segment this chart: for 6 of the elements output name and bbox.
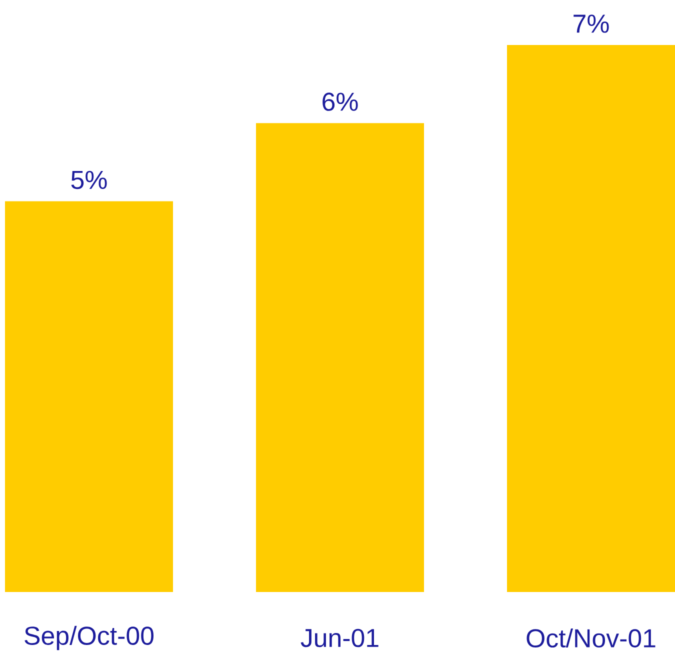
x-tick-label: Sep/Oct-00	[24, 626, 154, 650]
data-label: 5%	[71, 170, 107, 190]
x-tick-label: Jun-01	[300, 628, 378, 648]
x-tick-label: Oct/Nov-01	[526, 628, 656, 648]
data-label: 7%	[574, 14, 609, 33]
data-label: 6%	[322, 92, 358, 111]
